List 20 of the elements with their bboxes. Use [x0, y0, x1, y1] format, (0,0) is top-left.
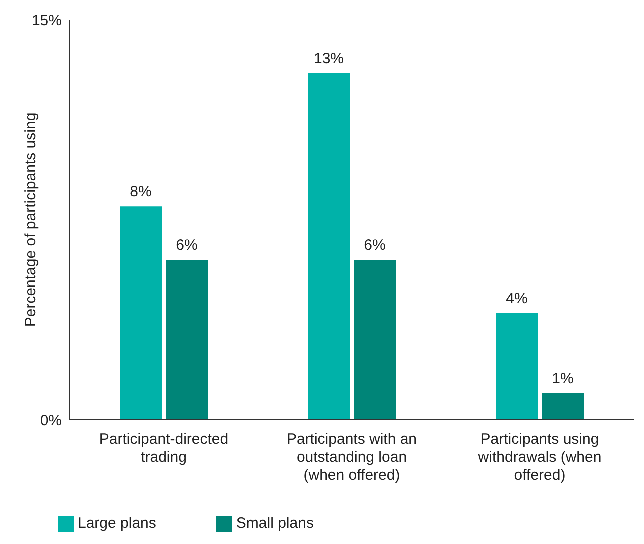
legend-label: Small plans [236, 514, 314, 532]
data-label: 1% [552, 370, 574, 388]
data-label: 13% [314, 50, 344, 68]
x-tick-label: Participant-directed trading [99, 430, 229, 466]
x-tick-label: Participants using withdrawals (when offered) [477, 430, 602, 484]
y-axis-title: Percentage of participants using [22, 112, 40, 328]
data-label: 8% [130, 184, 152, 201]
bar [308, 73, 350, 420]
bar [120, 206, 162, 420]
y-tick-label: 15% [32, 12, 62, 30]
legend-label: Large plans [78, 514, 156, 532]
data-label: 6% [364, 236, 386, 254]
bar [496, 313, 538, 420]
bar [542, 393, 584, 420]
bar [166, 260, 208, 420]
y-tick-label: 0% [40, 412, 62, 430]
data-label: 6% [176, 236, 198, 254]
data-label: 4% [506, 290, 528, 308]
x-tick-label: Participants with an outstanding loan (when offered) [286, 430, 418, 484]
bar [354, 260, 396, 420]
